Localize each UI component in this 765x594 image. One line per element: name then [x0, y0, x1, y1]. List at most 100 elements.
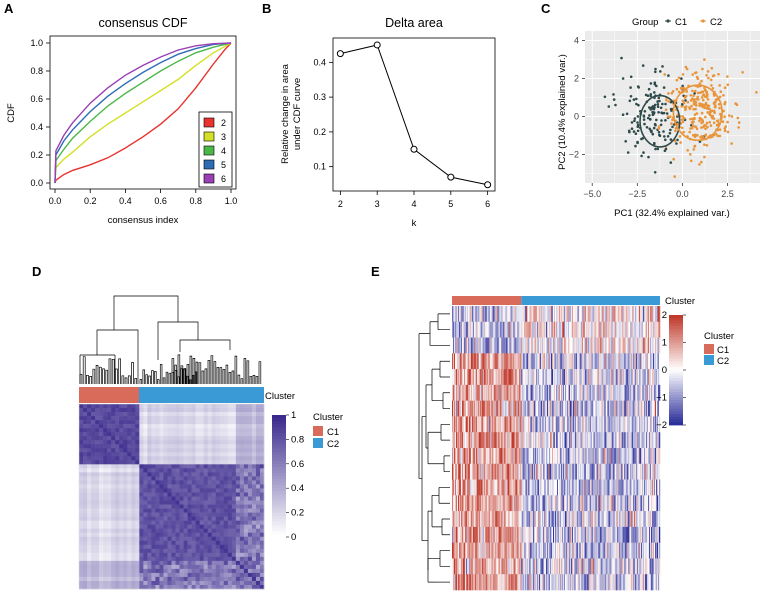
chart-e-heat-cell: [606, 369, 608, 386]
chart-c-point-C1: [648, 114, 651, 117]
chart-d-heat-cell: [123, 524, 128, 529]
chart-d-heat-cell: [139, 476, 144, 481]
chart-e-heat-cell: [526, 337, 528, 354]
chart-d-heat-cell: [127, 540, 132, 546]
chart-d-heat-cell: [83, 580, 88, 586]
chart-e-heat-cell: [625, 353, 627, 370]
chart-d-dendro-leaf: [134, 378, 138, 384]
chart-c-point-C1: [649, 108, 652, 111]
chart-e-heat-cell: [637, 384, 639, 401]
chart-c-legend-dot-C1: [666, 19, 670, 23]
chart-e-heat-cell: [459, 416, 462, 433]
chart-e-heat-cell: [610, 353, 612, 370]
chart-e-heat-cell: [603, 432, 605, 449]
chart-d-heat-cell: [227, 448, 233, 453]
chart-e-heat-cell: [527, 416, 529, 433]
chart-e-heat-cell: [614, 432, 616, 449]
chart-d-heat-cell: [247, 420, 253, 425]
chart-e-heat-cell: [601, 384, 603, 401]
chart-e-heat-cell: [642, 321, 644, 338]
chart-c-point-C2: [675, 87, 679, 91]
chart-e-heat-cell: [456, 432, 459, 449]
chart-d-heat-cell: [103, 480, 108, 485]
chart-d-heat-cell: [151, 548, 156, 554]
chart-d-heat-cell: [147, 456, 152, 461]
panel-label-b: B: [262, 1, 271, 16]
chart-d-heat-cell: [143, 528, 148, 533]
chart-d-heat-cell: [251, 452, 257, 457]
chart-d-heat-cell: [187, 536, 192, 542]
chart-c-point-C2: [705, 144, 709, 147]
chart-d-heat-cell: [135, 568, 140, 574]
chart-e-heat-cell: [586, 384, 588, 401]
chart-d-heat-cell: [91, 496, 96, 501]
chart-e-heat-cell: [504, 400, 506, 417]
chart-d-heat-cell: [91, 448, 96, 453]
chart-e-heat-cell: [629, 416, 631, 433]
chart-e-heat-cell: [583, 416, 585, 433]
chart-e-heat-cell: [623, 337, 625, 354]
chart-e-heat-cell: [512, 448, 514, 465]
chart-e-heat-cell: [582, 321, 584, 338]
chart-e-heat-cell: [562, 416, 565, 433]
chart-e-heat-cell: [614, 321, 616, 338]
chart-d-heat-cell: [251, 564, 257, 570]
chart-e-heat-cell: [564, 384, 567, 401]
chart-e-heat-cell: [504, 384, 506, 401]
chart-d-heat-cell: [99, 504, 104, 509]
chart-d-heat-cell: [91, 524, 96, 529]
chart-e-heat-cell: [600, 353, 602, 370]
chart-e-heat-cell: [583, 353, 585, 370]
chart-d-heat-cell: [239, 496, 245, 501]
chart-d-heat-cell: [115, 452, 120, 457]
chart-e-heat-cell: [652, 416, 654, 433]
chart-d-heat-cell: [215, 584, 221, 590]
chart-e-heat-cell: [618, 400, 620, 417]
chart-d-heat-cell: [83, 512, 88, 517]
chart-d-heat-cell: [183, 472, 188, 477]
chart-d-heat-cell: [103, 404, 108, 409]
chart-c-point-C2: [694, 89, 697, 93]
chart-e-heat-cell: [617, 448, 619, 465]
chart-e-heat-cell: [640, 400, 642, 417]
chart-d-heat-cell: [195, 460, 200, 465]
chart-d-heat-cell: [127, 512, 132, 517]
chart-e-heat-cell: [495, 432, 497, 449]
chart-d-heat-cell: [115, 460, 120, 465]
chart-e-heat-cell: [453, 369, 456, 386]
chart-e-heat-cell: [525, 306, 527, 323]
chart-d-heat-cell: [131, 428, 136, 433]
chart-e-heat-cell: [658, 353, 660, 370]
chart-d-heat-cell: [187, 420, 192, 425]
chart-d-colorbar-segment: [272, 509, 286, 513]
chart-e-heat-cell: [453, 384, 456, 401]
chart-d-heat-cell: [99, 456, 104, 461]
panel-label-e: E: [371, 264, 380, 279]
chart-e-heat-cell: [565, 384, 568, 401]
chart-e-heat-cell: [570, 448, 573, 465]
chart-e-heat-cell: [531, 448, 533, 465]
chart-e-heat-cell: [531, 400, 533, 417]
chart-d-heat-cell: [119, 488, 124, 493]
chart-d-heat-cell: [203, 528, 208, 533]
chart-e-heat-cell: [610, 400, 612, 417]
chart-d-heat-cell: [167, 468, 172, 473]
chart-d-heat-cell: [187, 560, 192, 566]
chart-d-heat-cell: [199, 580, 204, 586]
chart-d-heat-cell: [235, 436, 241, 441]
chart-d-heat-cell: [219, 448, 225, 453]
chart-d-heat-cell: [83, 532, 88, 538]
chart-e-heat-cell: [515, 416, 517, 433]
chart-e-heat-cell: [510, 369, 512, 386]
chart-d-heat-cell: [87, 444, 92, 449]
chart-e-heat-cell: [642, 432, 644, 449]
chart-e-heat-cell: [489, 353, 491, 370]
chart-e-heat-cell: [584, 400, 586, 417]
chart-d-heat-cell: [247, 464, 253, 469]
chart-d-heat-cell: [207, 508, 213, 513]
chart-e-heat-cell: [522, 306, 524, 323]
chart-d-heat-cell: [155, 404, 160, 409]
chart-d-heat-cell: [251, 548, 257, 554]
chart-e-heat-cell: [506, 306, 508, 323]
chart-d-heat-cell: [183, 548, 188, 554]
